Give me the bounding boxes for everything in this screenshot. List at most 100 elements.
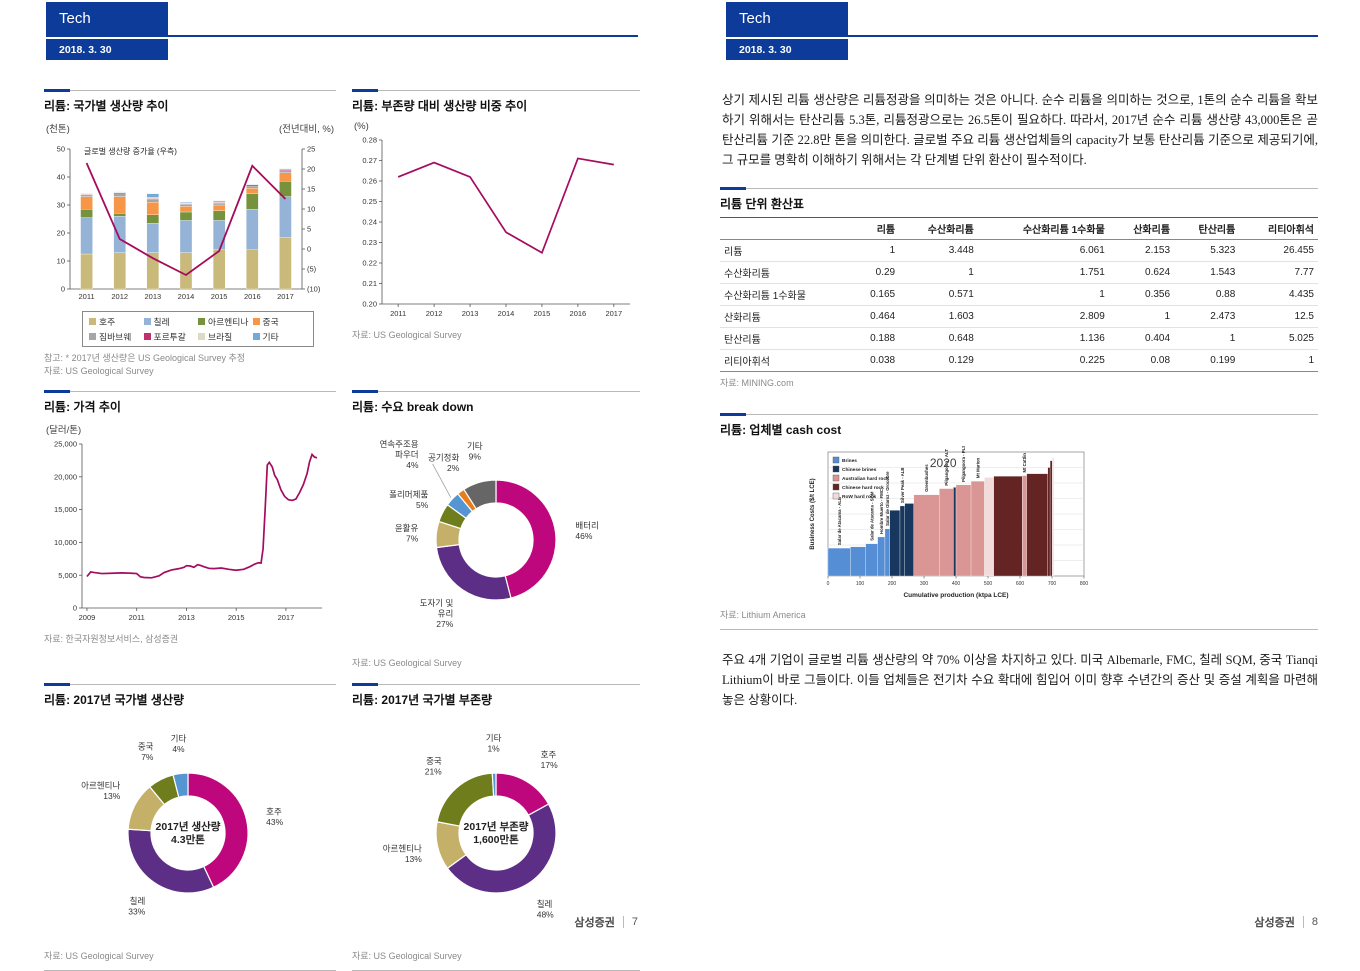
svg-text:파우더: 파우더 [395, 450, 418, 460]
axis-captions: (천톤) (전년대비, %) [44, 119, 336, 135]
section-tag: Tech [46, 2, 168, 35]
svg-text:도자기 및: 도자기 및 [420, 598, 454, 608]
svg-text:1,600만톤: 1,600만톤 [473, 833, 519, 846]
svg-text:0.27: 0.27 [362, 156, 377, 165]
y-axis-unit: (달러/톤) [46, 422, 81, 436]
svg-text:0: 0 [73, 604, 77, 613]
svg-text:2011: 2011 [390, 309, 406, 318]
svg-text:7%: 7% [406, 534, 419, 544]
svg-text:10,000: 10,000 [54, 538, 77, 547]
table-source: 자료: MINING.com [720, 377, 1318, 390]
svg-text:2017년 부존량: 2017년 부존량 [464, 820, 529, 833]
svg-text:Silver Peak - ALB: Silver Peak - ALB [900, 467, 905, 502]
chart-title: 리튬: 2017년 국가별 부존량 [352, 691, 640, 708]
svg-text:10: 10 [57, 257, 65, 266]
svg-text:10: 10 [307, 205, 315, 214]
svg-text:배터리: 배터리 [575, 521, 598, 531]
svg-text:27%: 27% [436, 619, 453, 629]
chart-note: 참고: * 2017년 생산량은 US Geological Survey 추정 [44, 352, 336, 365]
svg-text:21%: 21% [425, 766, 442, 776]
report-date: 2018. 3. 30 [46, 39, 168, 60]
legend-swatch [198, 333, 205, 340]
legend-item: 기타 [253, 330, 308, 343]
section-tag: Tech [726, 2, 848, 35]
svg-text:기타: 기타 [171, 733, 187, 743]
svg-text:46%: 46% [575, 531, 592, 541]
svg-text:1%: 1% [487, 743, 500, 753]
svg-text:Mt Marion: Mt Marion [975, 457, 980, 478]
svg-text:글로벌 생산량 증가율 (우측): 글로벌 생산량 증가율 (우측) [84, 146, 177, 156]
y-axis-unit: (%) [354, 121, 369, 132]
svg-text:0: 0 [827, 581, 830, 587]
svg-text:43%: 43% [266, 817, 283, 827]
svg-text:2012: 2012 [426, 309, 443, 318]
legend-swatch [89, 333, 96, 340]
svg-text:2015: 2015 [534, 309, 551, 318]
svg-text:연속주조용: 연속주조용 [379, 439, 418, 449]
chart-title: 리튬: 국가별 생산량 추이 [44, 97, 336, 114]
svg-text:(10): (10) [307, 285, 321, 294]
svg-text:공기정화: 공기정화 [428, 453, 459, 463]
svg-text:400: 400 [952, 581, 961, 587]
svg-text:9%: 9% [469, 452, 482, 462]
header-rule [46, 35, 638, 37]
svg-text:48%: 48% [537, 909, 554, 919]
svg-text:2009: 2009 [79, 613, 96, 622]
page-number: 8 [1303, 916, 1318, 928]
svg-text:4.3만톤: 4.3만톤 [171, 833, 205, 846]
svg-text:50: 50 [57, 145, 65, 154]
legend-item: 아르헨티나 [198, 315, 253, 328]
svg-text:2017: 2017 [277, 292, 294, 301]
svg-text:4%: 4% [172, 744, 185, 754]
svg-text:2012: 2012 [111, 292, 128, 301]
page-header: Tech 2018. 3. 30 [40, 0, 638, 62]
svg-text:칠레: 칠레 [537, 899, 553, 909]
chart-source: 자료: US Geological Survey [352, 657, 640, 670]
legend-swatch [198, 318, 205, 325]
table-col-header: 수산화리튬 1수화물 [978, 218, 1109, 240]
brand-name: 삼성증권 [1254, 914, 1294, 930]
svg-text:30: 30 [57, 201, 65, 210]
svg-text:아르헨티나: 아르헨티나 [81, 780, 120, 790]
svg-text:20,000: 20,000 [54, 473, 77, 482]
svg-text:2017: 2017 [278, 613, 295, 622]
svg-text:0.21: 0.21 [362, 279, 377, 288]
svg-text:0.24: 0.24 [362, 218, 377, 227]
table-col-header [720, 218, 851, 240]
svg-text:Salar de Atacama - ALB: Salar de Atacama - ALB [837, 497, 842, 545]
chart-title: 리튬: 업체별 cash cost [720, 421, 1318, 438]
table-title: 리튬 단위 환산표 [720, 195, 1318, 212]
svg-text:호주: 호주 [266, 806, 282, 816]
svg-text:기타: 기타 [467, 441, 483, 451]
svg-text:2016: 2016 [244, 292, 261, 301]
svg-text:Greenbushes: Greenbushes [924, 463, 929, 491]
svg-text:2%: 2% [447, 463, 460, 473]
report-date: 2018. 3. 30 [726, 39, 848, 60]
svg-text:4%: 4% [406, 460, 419, 470]
page-number: 7 [623, 916, 638, 928]
chart-title: 리튬: 가격 추이 [44, 398, 336, 415]
svg-text:중국: 중국 [426, 756, 442, 766]
svg-text:5%: 5% [416, 500, 429, 510]
svg-text:2016: 2016 [570, 309, 587, 318]
legend-swatch [144, 333, 151, 340]
svg-text:2020: 2020 [930, 456, 957, 470]
svg-text:2015: 2015 [228, 613, 245, 622]
svg-text:25: 25 [307, 145, 315, 154]
chart-block-cash-cost: 리튬: 업체별 cash cost Salar de Atacama - ALB… [720, 414, 1318, 631]
svg-text:(5): (5) [307, 265, 317, 274]
legend-swatch [253, 333, 260, 340]
svg-text:5,000: 5,000 [58, 571, 77, 580]
table-col-header: 산화리튬 [1109, 218, 1174, 240]
